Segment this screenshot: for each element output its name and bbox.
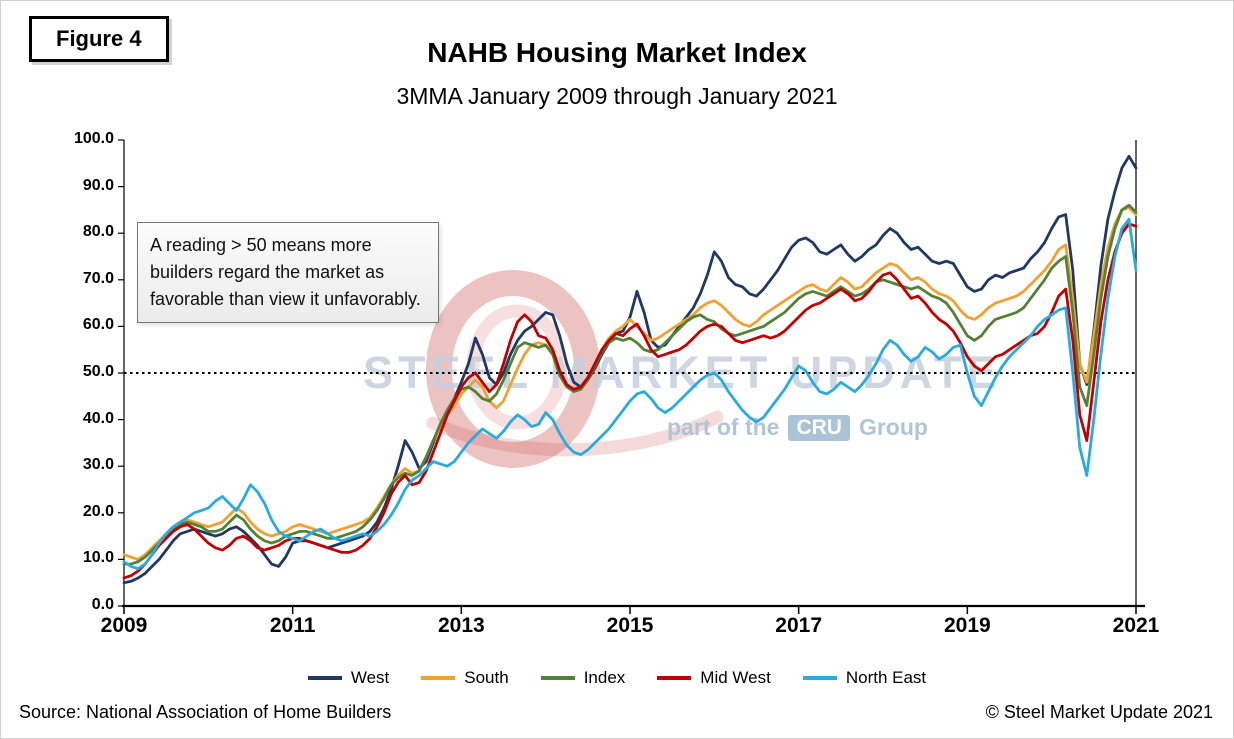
series-line-north-east <box>122 217 1138 571</box>
series-line-west <box>122 154 1138 585</box>
x-axis-tick-label: 2009 <box>100 614 148 637</box>
x-axis-tick-label: 2021 <box>1112 614 1160 637</box>
x-axis-tick-label: 2019 <box>943 614 991 637</box>
x-axis-tick-label: 2011 <box>269 614 316 637</box>
y-axis-tick-label: 30.0 <box>82 456 114 474</box>
y-axis-tick-label: 20.0 <box>82 502 114 520</box>
annotation-box: A reading > 50 means more builders regar… <box>137 222 439 323</box>
x-axis-tick-label: 2015 <box>606 614 654 637</box>
y-axis-tick-label: 90.0 <box>82 176 114 194</box>
legend-swatch-icon <box>657 676 692 680</box>
legend-item-west: West <box>307 668 390 688</box>
x-axis-tick-label: 2017 <box>775 614 823 637</box>
legend-label: West <box>350 668 390 687</box>
y-axis-tick-label: 70.0 <box>82 269 114 287</box>
legend-item-index: Index <box>540 668 626 688</box>
x-axis-tick-label: 2013 <box>437 614 485 637</box>
legend-label: South <box>464 668 509 687</box>
source-note: Source: National Association of Home Bui… <box>19 702 392 722</box>
y-axis-tick-label: 80.0 <box>82 223 114 241</box>
legend-label: Mid West <box>700 668 771 687</box>
y-axis-tick-label: 50.0 <box>82 363 114 380</box>
y-axis-tick-label: 10.0 <box>82 549 114 567</box>
series-line-south <box>122 206 1138 561</box>
legend-label: Index <box>583 668 626 687</box>
chart-subtitle: 3MMA January 2009 through January 2021 <box>396 83 838 109</box>
y-axis-tick-label: 40.0 <box>82 409 114 427</box>
copyright-note: © Steel Market Update 2021 <box>985 702 1213 722</box>
legend-label: North East <box>845 668 927 687</box>
y-axis-tick-label: 60.0 <box>82 316 114 334</box>
figure-label: Figure 4 <box>29 16 169 62</box>
y-axis-tick-label: 0.0 <box>91 596 114 613</box>
y-axis-tick-label: 100.0 <box>73 130 114 147</box>
legend-swatch-icon <box>307 676 342 680</box>
chart-title: NAHB Housing Market Index <box>427 37 807 68</box>
legend-swatch-icon <box>802 676 837 680</box>
legend-swatch-icon <box>421 676 456 680</box>
series-line-index <box>122 203 1138 566</box>
legend-item-mid-west: Mid West <box>657 668 771 688</box>
legend: West South Index Mid West North East <box>1 668 1233 688</box>
legend-item-north-east: North East <box>802 668 927 688</box>
legend-swatch-icon <box>540 676 575 680</box>
legend-item-south: South <box>421 668 509 688</box>
